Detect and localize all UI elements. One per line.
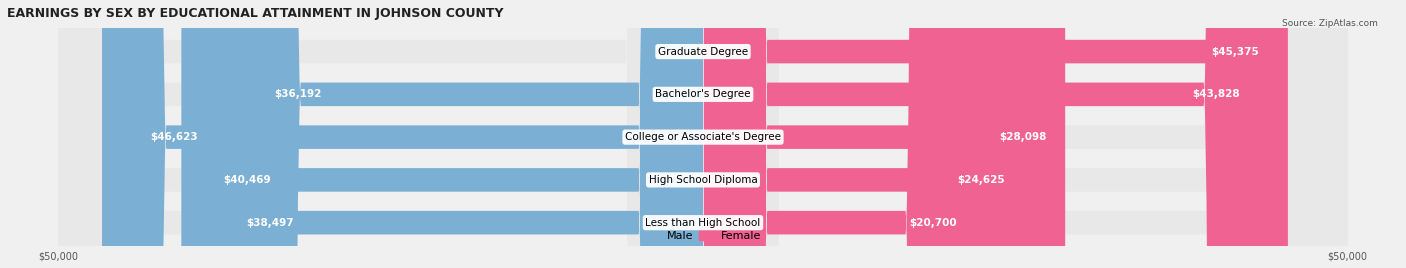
FancyBboxPatch shape: [59, 0, 703, 268]
FancyBboxPatch shape: [59, 0, 703, 268]
FancyBboxPatch shape: [703, 0, 1021, 268]
Text: $20,700: $20,700: [908, 218, 956, 228]
FancyBboxPatch shape: [703, 0, 1347, 268]
Text: $38,497: $38,497: [246, 218, 294, 228]
FancyBboxPatch shape: [103, 0, 703, 268]
Text: EARNINGS BY SEX BY EDUCATIONAL ATTAINMENT IN JOHNSON COUNTY: EARNINGS BY SEX BY EDUCATIONAL ATTAINMEN…: [7, 7, 503, 20]
FancyBboxPatch shape: [703, 0, 1347, 268]
FancyBboxPatch shape: [181, 0, 703, 268]
Text: $43,828: $43,828: [1192, 89, 1240, 99]
Text: $46,623: $46,623: [150, 132, 198, 142]
FancyBboxPatch shape: [59, 0, 703, 268]
Text: Bachelor's Degree: Bachelor's Degree: [655, 89, 751, 99]
FancyBboxPatch shape: [703, 0, 1347, 268]
FancyBboxPatch shape: [703, 0, 1347, 268]
Text: $28,098: $28,098: [1000, 132, 1047, 142]
Text: Source: ZipAtlas.com: Source: ZipAtlas.com: [1282, 19, 1378, 28]
Text: Less than High School: Less than High School: [645, 218, 761, 228]
Text: $36,192: $36,192: [274, 89, 321, 99]
FancyBboxPatch shape: [59, 0, 703, 268]
FancyBboxPatch shape: [703, 0, 1347, 268]
FancyBboxPatch shape: [703, 0, 1268, 268]
Text: $40,469: $40,469: [224, 175, 271, 185]
Text: Graduate Degree: Graduate Degree: [658, 47, 748, 57]
FancyBboxPatch shape: [59, 0, 703, 268]
Text: $45,375: $45,375: [1211, 47, 1258, 57]
Text: High School Diploma: High School Diploma: [648, 175, 758, 185]
Legend: Male, Female: Male, Female: [640, 225, 766, 245]
Text: College or Associate's Degree: College or Associate's Degree: [626, 132, 780, 142]
FancyBboxPatch shape: [703, 0, 970, 268]
Text: $24,625: $24,625: [957, 175, 1004, 185]
FancyBboxPatch shape: [703, 0, 1066, 268]
FancyBboxPatch shape: [207, 0, 703, 268]
FancyBboxPatch shape: [703, 0, 1288, 268]
Text: $0: $0: [662, 47, 678, 57]
FancyBboxPatch shape: [236, 0, 703, 268]
